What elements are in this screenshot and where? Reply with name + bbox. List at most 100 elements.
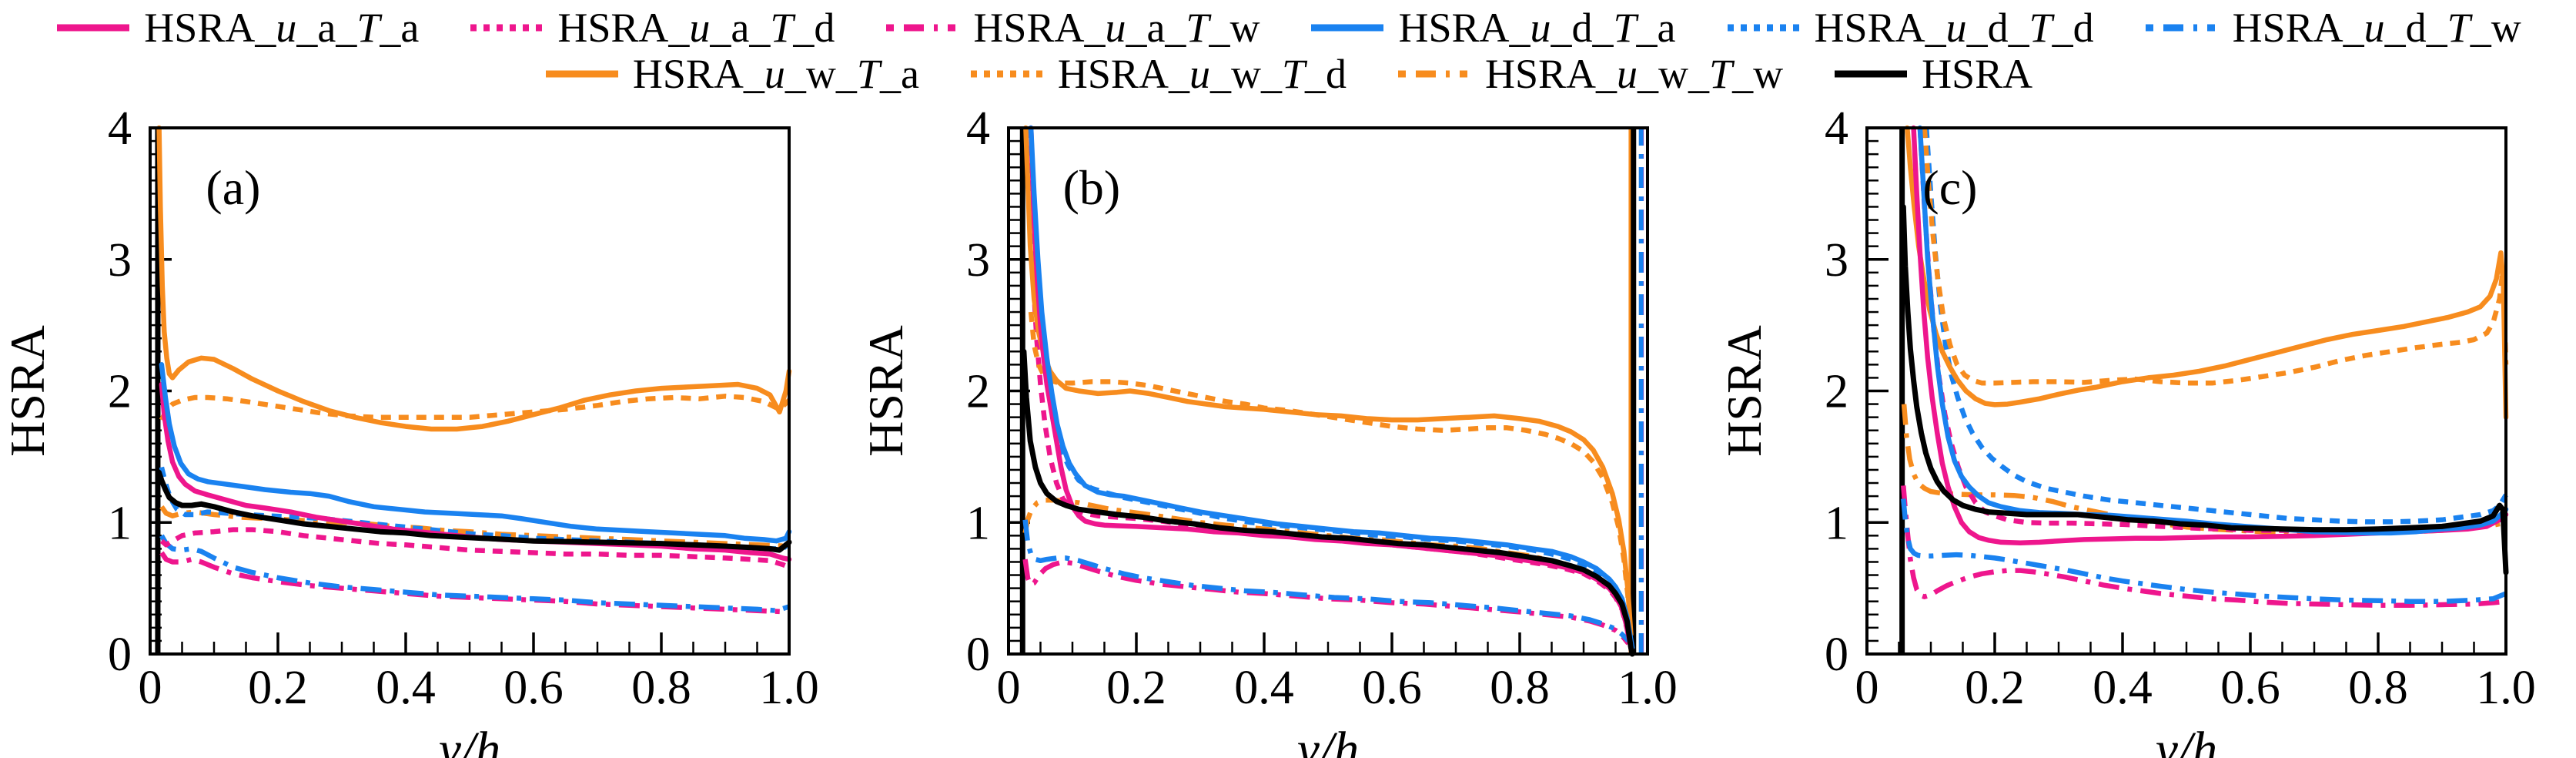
x-tick-label: 0.4: [376, 662, 436, 714]
legend-item-hsra_u_a_t_w: HSRA_u_a_T_w: [884, 7, 1260, 49]
x-tick-label: 0: [139, 662, 162, 714]
legend-swatch-dashed: [970, 70, 1043, 78]
x-axis-label: y/h: [2151, 722, 2218, 758]
x-axis-label: y/h: [1293, 722, 1360, 758]
x-tick-label: 0.8: [2348, 662, 2408, 714]
series-hsra_u_w_t_a: [1905, 125, 2509, 420]
y-axis-label: HSRA: [858, 325, 913, 457]
series-hsra_u_w_t_w: [1901, 404, 2507, 536]
x-tick-label: 0.6: [2220, 662, 2280, 714]
series-hsra_u_d_t_w: [159, 534, 790, 613]
panel-b-svg: 0 0.2 0.4 0.6 0.8 1.0 0 1 2 3 4 (b) y/h HSRA: [858, 102, 1678, 758]
series-hsra_u_d_t_a: [1917, 125, 2509, 536]
y-tick-label: 1: [108, 497, 132, 549]
legend-label: HSRA_u_w_T_a: [632, 51, 919, 97]
legend-swatch-solid: [1311, 24, 1384, 32]
series-hsra_u_a_t_w: [1022, 558, 1631, 646]
legend-label: HSRA_u_d_T_w: [2232, 5, 2521, 51]
series-hsra_u_w_t_w: [1022, 497, 1634, 647]
series-hsra_u_d_t_w: [1901, 498, 2507, 604]
legend-label: HSRA_u_d_T_a: [1398, 5, 1676, 51]
series-hsra_u_a_t_w: [1901, 485, 2507, 609]
legend-label: HSRA_u_w_T_d: [1057, 51, 1347, 97]
legend-swatch-dashdot: [2145, 24, 2218, 32]
series-hsra_u_d_t_d: [1923, 127, 2508, 525]
x-tick-label: 0.8: [631, 662, 691, 714]
legend-label: HSRA_u_d_T_d: [1814, 5, 2094, 51]
series-hsra: [1021, 348, 1635, 657]
x-tick-label: 1.0: [759, 662, 819, 714]
panel-letter: (a): [206, 160, 260, 215]
y-tick-label: 1: [966, 497, 990, 549]
y-tick-label: 3: [108, 234, 132, 287]
series-hsra_u_d_t_w: [1022, 519, 1631, 643]
series-hsra_u_a_t_a: [1028, 125, 1634, 654]
plot-frame: [1007, 126, 1649, 656]
chart-panels: 0 0.2 0.4 0.6 0.8 1.0 0 1 2 3 4 (a) y/h HSRA 0 0.2 0.4 0.…: [0, 100, 2576, 758]
series-hsra_u_w_t_a: [156, 125, 792, 432]
x-tick-label: 0.2: [1965, 662, 2025, 714]
y-tick-label: 2: [1825, 366, 1848, 418]
y-tick-label: 0: [108, 629, 132, 681]
x-tick-label: 1.0: [1618, 662, 1678, 714]
legend-label: HSRA_u_a_T_w: [973, 5, 1260, 51]
y-tick-label: 0: [966, 629, 990, 681]
legend-label: HSRA_u_a_T_d: [557, 5, 835, 51]
legend-swatch-solid: [545, 70, 618, 78]
legend-item-hsra: HSRA: [1832, 53, 2032, 95]
x-tick-label: 0.6: [1362, 662, 1422, 714]
series-hsra_u_a_t_a: [1911, 125, 2509, 545]
legend-item-hsra_u_d_t_w: HSRA_u_d_T_w: [2143, 7, 2521, 49]
legend-item-hsra_u_d_t_d: HSRA_u_d_T_d: [1725, 7, 2094, 49]
y-tick-label: 0: [1825, 629, 1848, 681]
panel-b: 0 0.2 0.4 0.6 0.8 1.0 0 1 2 3 4 (b) y/h HSRA: [858, 100, 1717, 758]
y-tick-label: 4: [966, 102, 990, 155]
panel-c: 0 0.2 0.4 0.6 0.8 1.0 0 1 2 3 4 (c) y/h HSRA: [1717, 100, 2575, 758]
legend-row-1: HSRA_u_a_T_a HSRA_u_a_T_d HSRA_u_a_T_w HSRA…: [0, 5, 2576, 51]
panel-a-svg: 0 0.2 0.4 0.6 0.8 1.0 0 1 2 3 4 (a) y/h HSRA: [0, 102, 819, 758]
series-hsra: [1900, 204, 2509, 575]
legend-swatch-solid: [1835, 70, 1908, 78]
legend-label: HSRA_u_w_T_w: [1485, 51, 1784, 97]
panel-a: 0 0.2 0.4 0.6 0.8 1.0 0 1 2 3 4 (a) y/h HSRA: [0, 100, 858, 758]
legend-item-hsra_u_d_t_a: HSRA_u_d_T_a: [1309, 5, 1676, 51]
x-tick-label: 0.4: [2093, 662, 2153, 714]
legend-item-hsra_u_w_t_w: HSRA_u_w_T_w: [1396, 53, 1783, 95]
panel-c-svg: 0 0.2 0.4 0.6 0.8 1.0 0 1 2 3 4 (c) y/h HSRA: [1717, 102, 2536, 758]
series-hsra_u_d_t_a: [159, 362, 792, 544]
series-hsra_u_d_t_a: [1028, 125, 1635, 650]
x-tick-label: 0.2: [1106, 662, 1166, 714]
y-axis-label: HSRA: [0, 325, 55, 457]
x-tick-label: 0: [1855, 662, 1879, 714]
legend-item-hsra_u_a_t_a: HSRA_u_a_T_a: [55, 7, 419, 49]
series-hsra_u_w_t_a: [1023, 125, 1634, 637]
series-hsra_u_a_t_w: [159, 551, 790, 615]
y-axis-label: HSRA: [1717, 325, 1771, 457]
y-tick-label: 2: [108, 366, 132, 418]
y-tick-label: 4: [1825, 102, 1848, 155]
x-tick-label: 1.0: [2476, 662, 2536, 714]
series-hsra_u_a_t_a: [159, 381, 792, 562]
y-tick-label: 3: [966, 234, 990, 287]
y-tick-label: 2: [966, 366, 990, 418]
series-hsra_u_w_t_d: [1028, 311, 1634, 639]
legend-swatch-dashed: [1727, 24, 1800, 32]
panel-letter: (c): [1922, 160, 1977, 215]
panel-letter: (b): [1063, 160, 1121, 215]
legend-swatch-dashdot: [886, 24, 959, 32]
chart-legend: HSRA_u_a_T_a HSRA_u_a_T_d HSRA_u_a_T_w HSRA…: [0, 0, 2576, 102]
plot-frame: [149, 126, 791, 656]
legend-item-hsra_u_a_t_d: HSRA_u_a_T_d: [468, 7, 835, 49]
x-tick-label: 0.2: [248, 662, 308, 714]
plot-frame: [1865, 126, 2507, 656]
series-hsra_u_a_t_d: [159, 527, 791, 570]
x-tick-label: 0.8: [1490, 662, 1550, 714]
y-tick-label: 1: [1825, 497, 1848, 549]
y-tick-label: 4: [108, 102, 132, 155]
legend-label: HSRA: [1922, 51, 2033, 97]
legend-swatch-dashed: [470, 24, 544, 32]
x-tick-label: 0.4: [1234, 662, 1294, 714]
series-hsra_u_w_t_d: [159, 394, 791, 421]
series-hsra: [156, 469, 792, 553]
